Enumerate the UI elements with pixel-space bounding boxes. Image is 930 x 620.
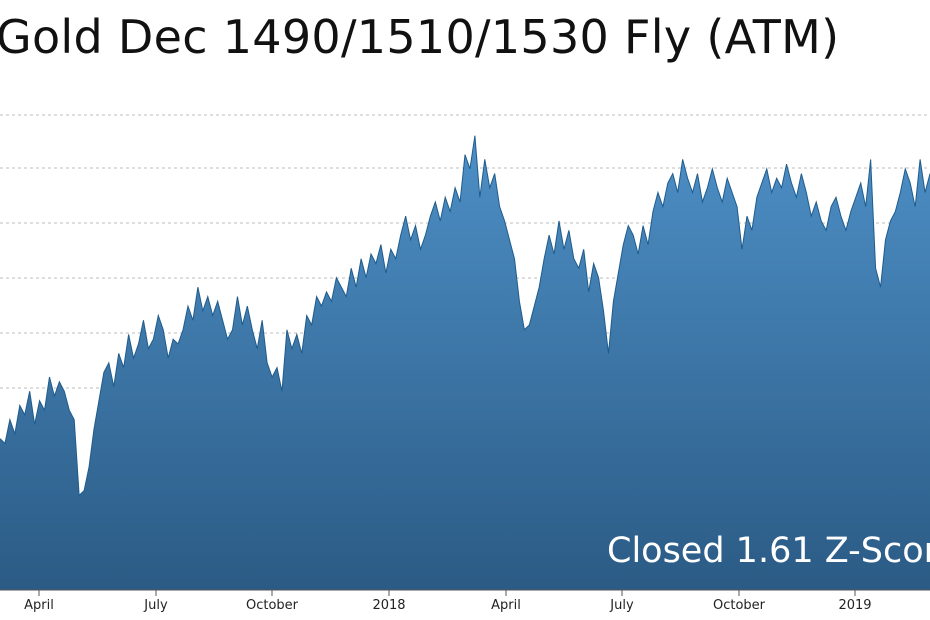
chart-title: Gold Dec 1490/1510/1530 Fly (ATM) [0, 10, 840, 64]
area-fill [0, 135, 930, 590]
x-tick-label: October [246, 598, 299, 613]
x-tick-label: 2019 [838, 598, 871, 613]
x-tick-label: 2018 [372, 598, 405, 613]
x-axis-ticks: April July October 2018 April July October 2019 [24, 590, 872, 613]
series-line [0, 135, 930, 497]
x-tick-label: October [713, 598, 766, 613]
x-tick-label: April [24, 598, 54, 613]
x-tick-label: July [609, 598, 634, 613]
z-score-annotation: Closed 1.61 Z-Score [607, 531, 930, 571]
x-tick-label: April [491, 598, 521, 613]
x-tick-label: July [143, 598, 168, 613]
